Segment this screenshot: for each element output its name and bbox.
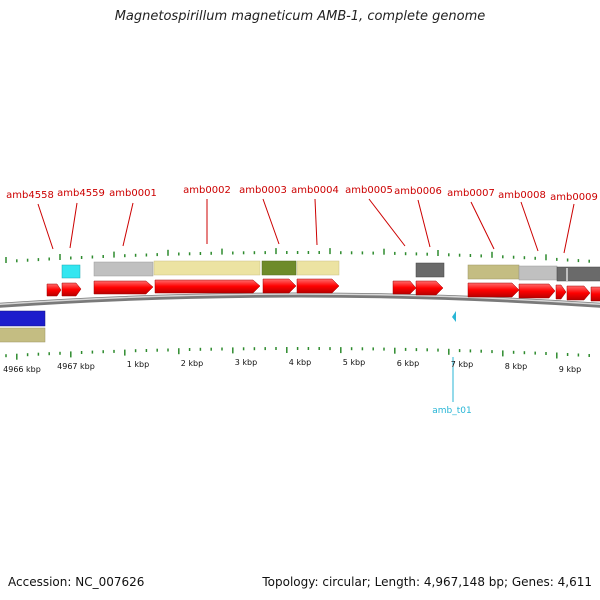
category-box-dark-grey (556, 266, 600, 282)
gene-label: amb0006 (394, 186, 442, 197)
cds-arrow (154, 279, 261, 294)
cds-arrow (46, 283, 62, 297)
leader-line (563, 203, 575, 254)
scale-label: 9 kbp (559, 365, 581, 374)
leader-line (37, 203, 54, 250)
cds-arrow (555, 284, 567, 300)
category-box-light-grey (518, 265, 558, 281)
category-box-tan (467, 264, 520, 280)
leader-line (417, 199, 431, 248)
genome-backbone (0, 292, 600, 308)
gene-label: amb0002 (183, 185, 231, 196)
category-band-lower (0, 310, 46, 343)
leader-line (520, 201, 539, 252)
scale-label: 2 kbp (181, 359, 203, 368)
category-box-blue (0, 310, 46, 327)
cds-arrows (46, 278, 600, 302)
cds-arrow (467, 282, 520, 298)
map-title: Magnetospirillum magneticum AMB-1, compl… (114, 9, 486, 24)
scale-label: 5 kbp (343, 358, 365, 367)
cds-arrow (392, 280, 417, 295)
genome-backbone-highlight (0, 293, 600, 306)
scale-label: 3 kbp (235, 358, 257, 367)
gene-label: amb0003 (239, 185, 287, 196)
scale-label: 7 kbp (451, 360, 473, 369)
category-box-light-grey (93, 261, 154, 277)
leader-line (314, 198, 318, 246)
trna-label: amb_t01 (432, 406, 471, 416)
cds-arrow (590, 286, 600, 302)
scale-label: 4967 kbp (57, 362, 95, 371)
gene-label: amb0009 (550, 192, 598, 203)
category-box-dark-grey (415, 262, 445, 278)
outer-tick-row (5, 248, 590, 263)
gene-label: amb0005 (345, 185, 393, 196)
gene-label: amb0008 (498, 190, 546, 201)
gene-label: amb0004 (291, 185, 339, 196)
category-box-khaki (153, 260, 261, 276)
cds-arrow (566, 285, 591, 301)
gene-labels: amb4558 amb4559 amb0001 amb0002 amb0003 … (6, 185, 598, 203)
scale-label: 1 kbp (127, 360, 149, 369)
cds-arrow (61, 282, 82, 297)
gene-label: amb0001 (109, 188, 157, 199)
cds-arrow (415, 280, 444, 296)
trna-marker (452, 311, 456, 322)
scale-labels: 4966 kbp 4967 kbp 1 kbp 2 kbp 3 kbp 4 kb… (3, 358, 581, 374)
gene-label: amb0007 (447, 188, 495, 199)
scale-label: 4966 kbp (3, 365, 41, 374)
scale-label: 6 kbp (397, 359, 419, 368)
category-box-light-grey (566, 268, 568, 281)
gene-label: amb4558 (6, 190, 54, 201)
category-box-tan (0, 327, 46, 343)
accession-text: Accession: NC_007626 (8, 575, 145, 589)
cds-arrow (296, 278, 340, 294)
category-band-upper (61, 260, 600, 282)
gene-label: amb4559 (57, 188, 105, 199)
category-box-khaki (296, 260, 340, 276)
cds-arrow (93, 280, 154, 295)
leader-line (69, 202, 78, 249)
scale-label: 4 kbp (289, 358, 311, 367)
scale-label: 8 kbp (505, 362, 527, 371)
cds-arrow (518, 283, 556, 299)
leader-line (122, 202, 134, 247)
inner-tick-row (5, 347, 590, 360)
cds-arrow (262, 278, 297, 294)
leader-line (368, 198, 406, 247)
leader-line (262, 198, 280, 245)
leader-line (470, 201, 495, 250)
gene-leader-lines (37, 198, 575, 254)
topology-summary-text: Topology: circular; Length: 4,967,148 bp… (262, 575, 592, 589)
category-box-cyan (61, 264, 81, 279)
category-box-olive (261, 260, 297, 276)
